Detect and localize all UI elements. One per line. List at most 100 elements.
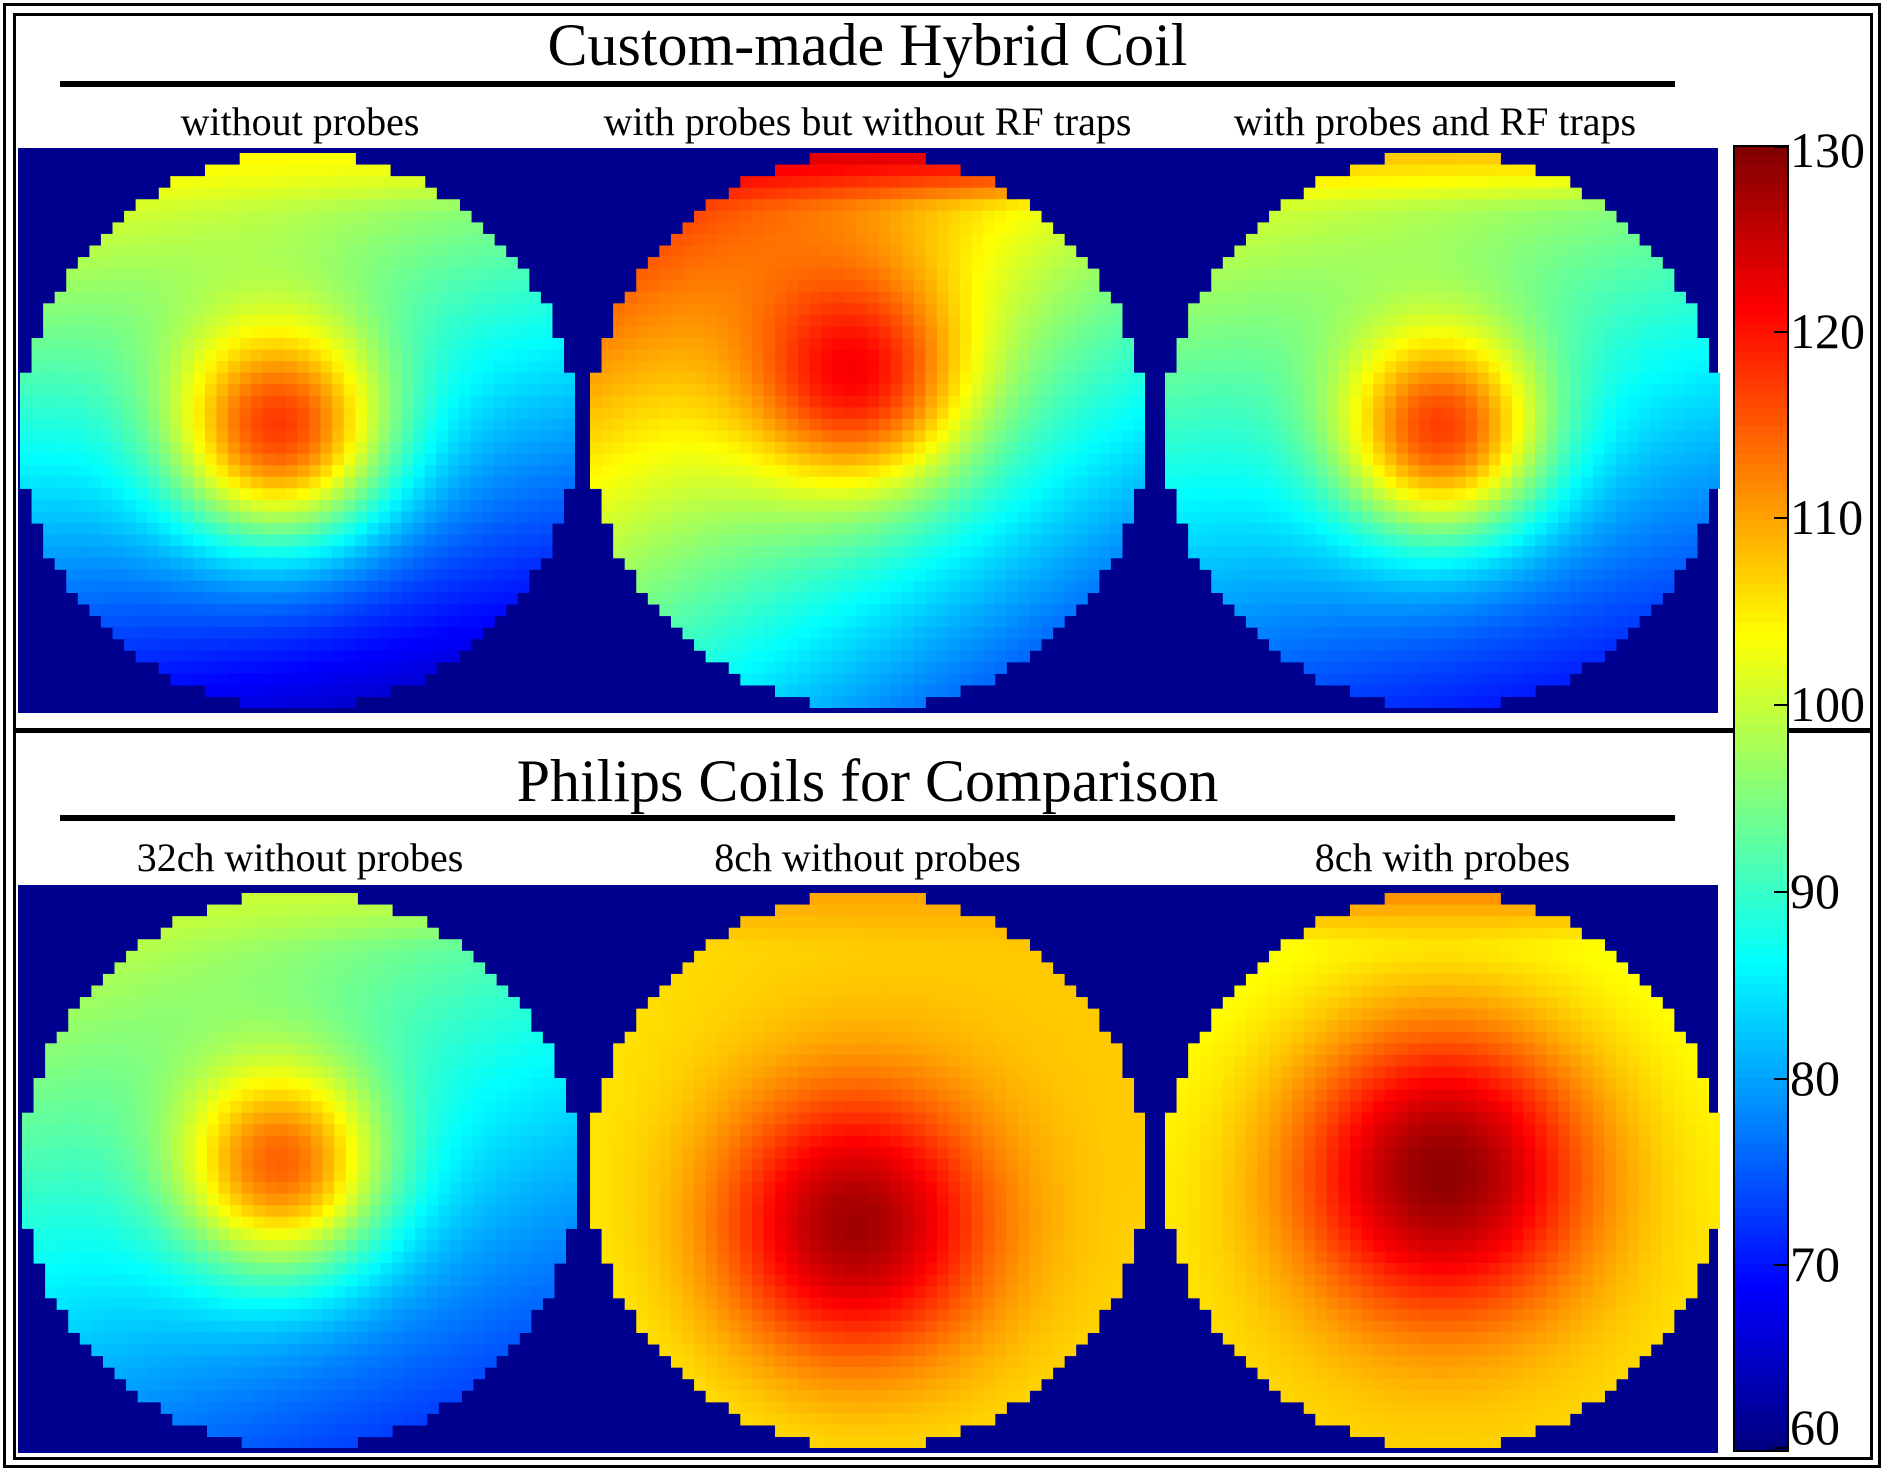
heatmap-cell: [890, 338, 903, 351]
heatmap-cell: [798, 199, 811, 212]
heatmap-cell: [1569, 291, 1582, 304]
heatmap-cell: [540, 314, 553, 328]
heatmap-cell: [1685, 303, 1698, 316]
heatmap-cell: [740, 372, 753, 385]
heatmap-cell: [1569, 511, 1582, 524]
heatmap-cell: [1569, 372, 1582, 385]
heatmap-cell: [193, 395, 206, 408]
heatmap-cell: [1211, 499, 1224, 513]
heatmap-cell: [1673, 488, 1686, 501]
heatmap-cell: [613, 546, 626, 559]
heatmap-cell: [1234, 418, 1247, 432]
heatmap-cell: [694, 580, 707, 593]
heatmap-cell: [378, 684, 391, 698]
heatmap-cell: [763, 338, 776, 351]
heatmap-cell: [1110, 465, 1123, 478]
heatmap-cell: [1546, 245, 1559, 258]
heatmap-cell: [285, 303, 299, 316]
heatmap-cell: [1040, 303, 1054, 316]
heatmap-cell: [855, 430, 869, 443]
heatmap-cell: [936, 638, 950, 651]
heatmap-cell: [366, 187, 380, 200]
heatmap-cell: [1029, 303, 1042, 316]
heatmap-cell: [1454, 476, 1467, 489]
heatmap-cell: [401, 488, 414, 501]
heatmap-cell: [647, 407, 660, 420]
heatmap-cell: [193, 384, 206, 397]
heatmap-cell: [1465, 349, 1478, 362]
heatmap-cell: [1373, 488, 1386, 501]
heatmap-cell: [879, 384, 892, 397]
heatmap-cell: [1121, 488, 1135, 501]
heatmap-cell: [1454, 488, 1467, 501]
heatmap-cell: [636, 395, 649, 408]
heatmap-cell: [1442, 268, 1455, 281]
heatmap-cell: [1615, 349, 1629, 362]
heatmap-cell: [763, 372, 776, 385]
heatmap-cell: [147, 523, 160, 536]
heatmap-cell: [1488, 164, 1501, 177]
heatmap-cell: [239, 569, 252, 582]
heatmap-cell: [239, 476, 252, 489]
heatmap-cell: [994, 650, 1007, 663]
heatmap-cell: [170, 511, 183, 524]
heatmap-cell: [147, 488, 160, 501]
heatmap-cell: [309, 465, 322, 478]
heatmap-cell: [636, 465, 649, 478]
heatmap-cell: [740, 187, 753, 200]
heatmap-cell: [135, 199, 148, 212]
heatmap-cell: [274, 210, 287, 223]
heatmap-cell: [147, 650, 160, 663]
heatmap-cell: [1017, 291, 1030, 304]
heatmap-cell: [1535, 245, 1548, 258]
heatmap-cell: [1639, 407, 1652, 420]
heatmap-cell: [1006, 245, 1019, 258]
heatmap-cell: [1064, 465, 1077, 478]
heatmap-cell: [1269, 488, 1282, 501]
heatmap-cell: [994, 222, 1007, 235]
heatmap-cell: [832, 499, 845, 513]
heatmap-cell: [1176, 338, 1189, 351]
heatmap-cell: [613, 407, 626, 420]
heatmap-cell: [43, 465, 56, 478]
heatmap-cell: [401, 395, 414, 408]
heatmap-cell: [1627, 418, 1640, 432]
heatmap-cell: [343, 199, 356, 212]
heatmap-cell: [1176, 488, 1189, 501]
heatmap-cell: [494, 499, 507, 513]
heatmap-cell: [1442, 453, 1455, 466]
heatmap-cell: [216, 338, 229, 351]
heatmap-cell: [855, 523, 869, 536]
heatmap-cell: [1110, 372, 1123, 385]
heatmap-cell: [274, 476, 287, 489]
heatmap-cell: [343, 661, 356, 674]
heatmap-cell: [867, 384, 880, 397]
heatmap-cell: [855, 684, 869, 698]
heatmap-cell: [983, 418, 996, 432]
heatmap-cell: [809, 603, 822, 617]
heatmap-cell: [844, 257, 857, 270]
heatmap-cell: [983, 245, 996, 258]
heatmap-cell: [1535, 453, 1548, 466]
heatmap-cell: [413, 280, 426, 293]
heatmap-cell: [601, 384, 614, 397]
heatmap-cell: [239, 534, 252, 547]
heatmap-cell: [832, 569, 845, 582]
heatmap-cell: [1384, 153, 1397, 166]
heatmap-cell: [1523, 176, 1536, 189]
heatmap-cell: [1326, 291, 1340, 304]
heatmap-cell: [855, 349, 869, 362]
heatmap-cell: [447, 615, 460, 628]
heatmap-cell: [1511, 349, 1525, 362]
heatmap-cell: [54, 349, 67, 362]
heatmap-cell: [936, 557, 950, 570]
heatmap-cell: [366, 673, 380, 686]
heatmap-cell: [1133, 372, 1145, 385]
heatmap-cell: [528, 418, 541, 432]
heatmap-cell: [994, 592, 1007, 605]
heatmap-cell: [983, 395, 996, 408]
heatmap-cell: [913, 257, 926, 270]
heatmap-cell: [601, 453, 614, 466]
heatmap-cell: [251, 557, 264, 570]
heatmap-cell: [343, 673, 356, 686]
